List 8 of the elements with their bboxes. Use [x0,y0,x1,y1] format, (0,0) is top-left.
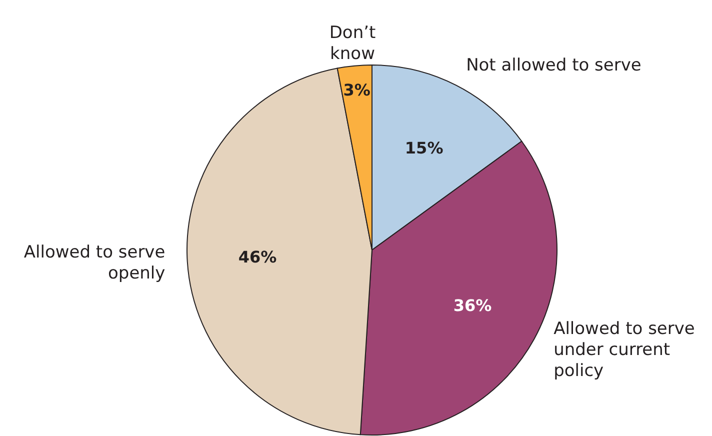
slice-label: Don’t know [329,23,376,64]
slice-label: Not allowed to serve [466,55,642,76]
data-label: 36% [453,296,492,315]
data-label: 15% [404,138,444,158]
slice-label: Allowed to serve under current policy [554,318,695,381]
slice-label: Allowed to serve openly [24,242,166,284]
data-label: 3% [343,80,370,100]
data-label: 46% [238,248,277,267]
